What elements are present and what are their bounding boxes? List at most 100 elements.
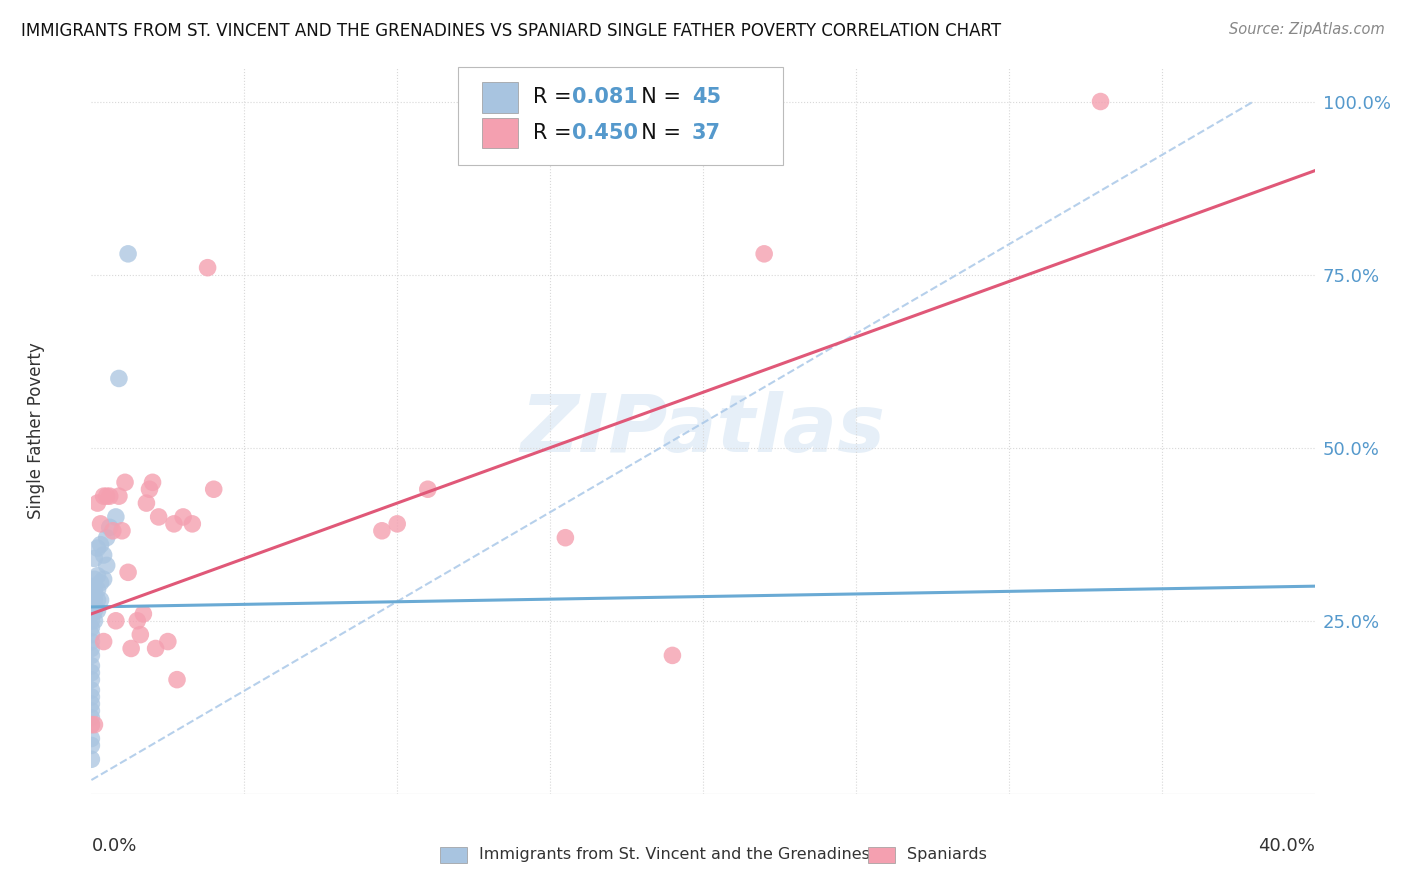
Point bbox=[80, 717, 103, 731]
Point bbox=[202, 482, 225, 496]
Text: N =: N = bbox=[628, 123, 688, 143]
Point bbox=[80, 607, 103, 621]
Point bbox=[104, 614, 127, 628]
Point bbox=[108, 371, 131, 385]
Point bbox=[80, 711, 103, 725]
Point bbox=[96, 558, 118, 573]
Point bbox=[80, 739, 103, 753]
Point bbox=[80, 579, 103, 593]
Point bbox=[83, 603, 105, 617]
Point bbox=[141, 475, 163, 490]
Point bbox=[80, 627, 103, 641]
Point bbox=[86, 569, 108, 583]
Point bbox=[83, 717, 105, 731]
Point bbox=[83, 551, 105, 566]
Point bbox=[80, 586, 103, 600]
Point bbox=[80, 658, 103, 673]
Point bbox=[104, 510, 127, 524]
Text: N =: N = bbox=[628, 87, 688, 107]
Point bbox=[163, 516, 186, 531]
FancyBboxPatch shape bbox=[458, 67, 783, 165]
Point bbox=[111, 524, 134, 538]
Point bbox=[661, 648, 683, 663]
Text: 45: 45 bbox=[692, 87, 721, 107]
Point bbox=[90, 575, 112, 590]
Point bbox=[754, 247, 776, 261]
Text: Source: ZipAtlas.com: Source: ZipAtlas.com bbox=[1229, 22, 1385, 37]
Point bbox=[554, 531, 576, 545]
Point bbox=[120, 641, 142, 656]
Bar bbox=[482, 82, 519, 112]
Bar bbox=[868, 847, 896, 863]
Point bbox=[90, 593, 112, 607]
Point bbox=[80, 665, 103, 680]
Point bbox=[93, 634, 115, 648]
Text: 0.450: 0.450 bbox=[572, 123, 638, 143]
Point bbox=[127, 614, 149, 628]
Point bbox=[96, 531, 118, 545]
Point bbox=[181, 516, 204, 531]
Point bbox=[80, 593, 103, 607]
Point bbox=[80, 648, 103, 663]
Point bbox=[80, 717, 103, 731]
Point bbox=[166, 673, 188, 687]
Point bbox=[86, 541, 108, 555]
Point bbox=[148, 510, 170, 524]
Text: R =: R = bbox=[533, 87, 578, 107]
Text: Immigrants from St. Vincent and the Grenadines: Immigrants from St. Vincent and the Gren… bbox=[479, 847, 870, 863]
Point bbox=[93, 572, 115, 586]
Point bbox=[371, 524, 394, 538]
Point bbox=[90, 538, 112, 552]
Point bbox=[80, 731, 103, 746]
Point bbox=[80, 704, 103, 718]
Point bbox=[1090, 95, 1112, 109]
Point bbox=[135, 496, 157, 510]
Point bbox=[86, 603, 108, 617]
Point bbox=[172, 510, 194, 524]
Text: Spaniards: Spaniards bbox=[907, 847, 987, 863]
Point bbox=[80, 683, 103, 698]
Text: 0.0%: 0.0% bbox=[91, 838, 136, 855]
Point bbox=[86, 593, 108, 607]
Text: Single Father Poverty: Single Father Poverty bbox=[27, 342, 45, 519]
Point bbox=[80, 641, 103, 656]
Point bbox=[98, 520, 121, 534]
Point bbox=[93, 489, 115, 503]
Point bbox=[132, 607, 155, 621]
Text: 40.0%: 40.0% bbox=[1258, 838, 1315, 855]
Point bbox=[117, 566, 139, 580]
Point bbox=[80, 634, 103, 648]
Text: IMMIGRANTS FROM ST. VINCENT AND THE GRENADINES VS SPANIARD SINGLE FATHER POVERTY: IMMIGRANTS FROM ST. VINCENT AND THE GREN… bbox=[21, 22, 1001, 40]
Point bbox=[83, 593, 105, 607]
Point bbox=[80, 752, 103, 766]
Point bbox=[156, 634, 179, 648]
Point bbox=[80, 690, 103, 704]
Point bbox=[90, 516, 112, 531]
Point bbox=[129, 627, 152, 641]
Point bbox=[80, 621, 103, 635]
Point bbox=[93, 548, 115, 562]
Point bbox=[145, 641, 167, 656]
Point bbox=[114, 475, 136, 490]
Text: 0.081: 0.081 bbox=[572, 87, 638, 107]
Point bbox=[385, 516, 409, 531]
Point bbox=[86, 496, 108, 510]
Point bbox=[80, 673, 103, 687]
Point bbox=[98, 489, 121, 503]
Text: R =: R = bbox=[533, 123, 578, 143]
Bar bbox=[482, 118, 519, 148]
Point bbox=[117, 247, 139, 261]
Text: 37: 37 bbox=[692, 123, 721, 143]
Point bbox=[86, 582, 108, 597]
Point bbox=[96, 489, 118, 503]
Point bbox=[80, 614, 103, 628]
Point bbox=[108, 489, 131, 503]
Bar bbox=[440, 847, 467, 863]
Point bbox=[197, 260, 219, 275]
Point bbox=[101, 524, 124, 538]
Point bbox=[80, 599, 103, 614]
Point bbox=[83, 572, 105, 586]
Point bbox=[83, 582, 105, 597]
Point bbox=[416, 482, 439, 496]
Point bbox=[138, 482, 160, 496]
